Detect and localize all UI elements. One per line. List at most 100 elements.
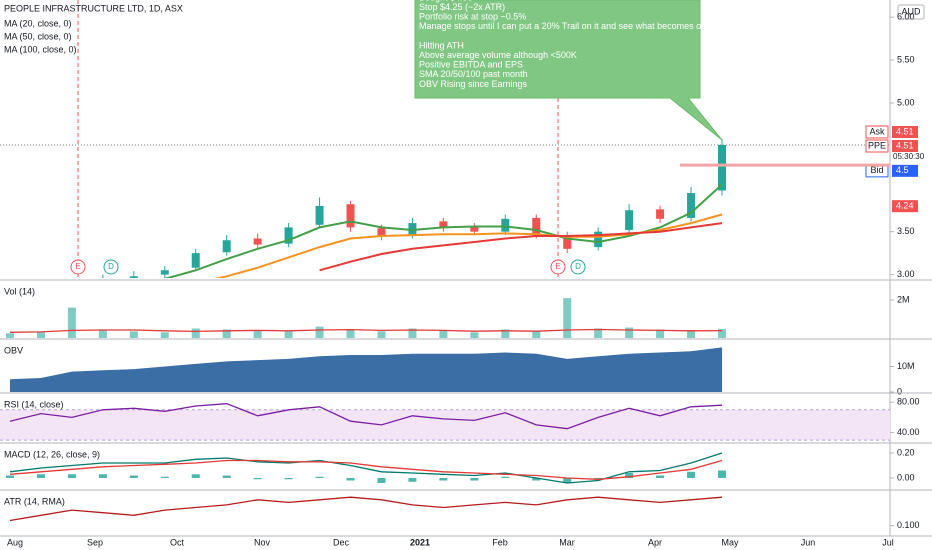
candle-body [253,238,262,245]
bar [439,478,448,481]
currency: AUD [901,6,921,16]
bar [656,475,665,478]
event-marker [570,259,586,275]
x-tick-label: Jun [801,537,816,547]
bar [718,328,726,338]
bar [222,475,231,478]
bar [98,474,107,478]
x-tick-label: 2021 [410,537,430,547]
line [163,183,723,278]
candle-body [718,145,726,191]
countdown: 05:30:30 [893,152,925,161]
event-label: D [108,262,114,271]
panel [102,139,726,278]
x-tick-label: Aug [7,537,23,547]
y-tick-label: 5.50 [897,54,915,64]
bar [501,476,510,478]
symbol-title: PEOPLE INFRASTRUCTURE LTD, 1D, ASX [4,3,183,13]
legend-entry: MA (100, close, 0) [4,44,77,54]
y-tick-label: 40.00 [897,427,920,437]
bar [346,329,355,338]
bar [284,331,293,338]
panel [10,347,722,392]
bar [563,298,572,338]
line [9,403,723,430]
candle-body [532,217,541,236]
x-tick-label: Nov [254,537,271,547]
bar [470,478,479,481]
candle-body [594,231,603,248]
panel [6,452,726,484]
y-tick-label: 10M [897,361,915,371]
line [9,496,723,522]
bar [439,330,448,338]
bar [36,474,45,478]
candle-body [470,226,479,232]
rsi-band [0,409,890,441]
annotation-line: Hitting ATH [419,40,464,50]
bar [346,478,355,481]
x-tick-label: May [721,537,739,547]
annotation-line: Bought $4.58 [419,0,473,2]
panel-title: ATR (14, RMA) [4,496,65,506]
price-tag-box [892,126,918,139]
bar [470,332,479,338]
candle-body [284,227,293,244]
bar [408,328,417,338]
candle-body [656,209,665,219]
candle-body [687,193,696,218]
event-marker [70,259,86,275]
candle-body [315,205,324,225]
price-tag-box [892,164,918,177]
bar [160,476,169,478]
price-tag-name: PPE [868,140,886,150]
x-tick-label: Mar [559,537,575,547]
bar [160,332,169,338]
y-tick-label: 2M [897,294,910,304]
bar [408,478,417,482]
bar [222,329,231,338]
panel [0,403,890,441]
candle-body [191,253,200,268]
annotation-line: OBV Rising since Earnings [419,79,528,89]
annotation-line: Stop $4.25 (~2x ATR) [419,2,505,12]
bar [129,331,138,338]
y-tick-label: 80.00 [897,397,920,407]
bar [563,478,572,483]
bar [532,331,541,338]
bar [6,475,14,478]
bar [253,330,262,338]
event-marker [103,259,119,275]
candle-body [377,228,386,236]
bar [377,478,386,483]
bar [377,331,386,338]
panel-title: OBV [4,345,23,355]
bar [98,329,107,338]
x-tick-label: Jul [882,537,894,547]
price-tag-name-box [865,125,889,139]
legend-entry: MA (20, close, 0) [4,18,72,28]
y-tick-label: 3.00 [897,269,915,279]
price-tag-name: Bid [870,165,883,175]
y-tick-label: 6.00 [897,12,915,22]
candle-body [222,240,231,253]
y-tick-label: 5.00 [897,97,915,107]
bar [67,307,76,338]
bar [501,329,510,338]
x-tick-label: Dec [333,537,350,547]
candle-body [439,221,448,228]
bar [36,332,45,338]
bar [253,478,262,480]
candle-body [501,218,510,232]
bar [625,327,634,338]
candle-body [625,210,634,230]
bar [625,473,634,478]
area [10,347,722,392]
price-tag: 4.51 [896,126,914,136]
line [9,459,723,480]
candle-body [129,276,138,278]
event-label: E [555,262,560,271]
bar [129,475,138,478]
bar [191,328,200,338]
legend-entry: MA (50, close, 0) [4,31,72,41]
